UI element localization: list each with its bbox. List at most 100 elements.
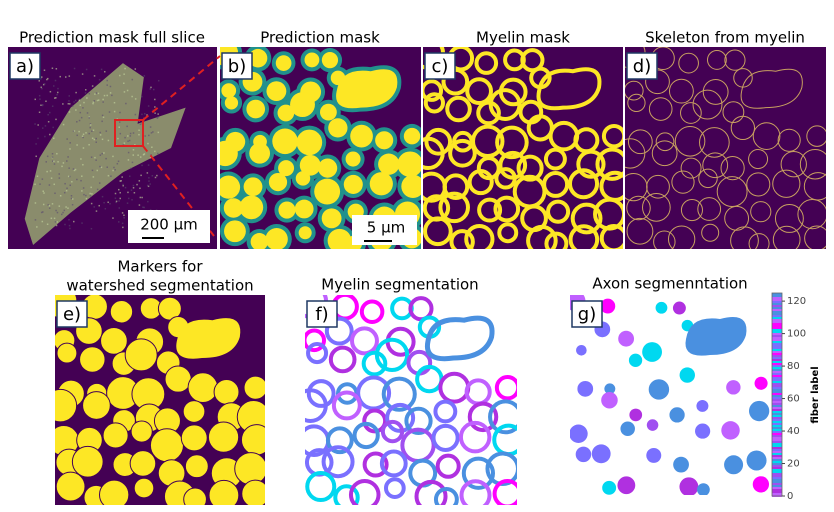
- texture: [118, 188, 120, 191]
- texture: [154, 176, 157, 179]
- texture: [83, 101, 85, 104]
- myelin-segment: [361, 350, 388, 377]
- texture: [68, 218, 70, 221]
- texture: [69, 103, 71, 105]
- colorbar-stripe: [772, 395, 782, 397]
- myelin-ring: [674, 126, 706, 157]
- texture: [109, 85, 112, 88]
- myelin-ring: [542, 170, 570, 198]
- texture: [89, 195, 92, 197]
- axon: [375, 131, 394, 150]
- texture: [76, 178, 78, 181]
- panel-letter: g): [578, 304, 596, 325]
- texture: [38, 80, 41, 82]
- myelin-ring: [740, 68, 803, 109]
- texture: [157, 79, 160, 82]
- colorbar-stripe: [772, 423, 782, 425]
- texture: [93, 100, 96, 102]
- texture: [95, 92, 98, 94]
- colorbar-stripe: [772, 401, 782, 403]
- colorbar-stripe: [772, 345, 782, 347]
- texture: [157, 113, 159, 115]
- panel-letter: e): [63, 304, 81, 325]
- texture: [99, 134, 102, 136]
- texture: [119, 197, 121, 200]
- texture: [69, 142, 71, 144]
- myelin-ring: [543, 147, 567, 171]
- texture: [134, 113, 137, 116]
- axon: [350, 124, 373, 148]
- colorbar-stripe: [772, 449, 782, 451]
- texture: [103, 201, 105, 204]
- texture: [156, 174, 158, 177]
- colorbar-stripe: [772, 341, 782, 343]
- myelin-ring: [707, 49, 727, 70]
- marker: [130, 420, 153, 443]
- texture: [67, 207, 69, 209]
- axon: [321, 52, 339, 69]
- colorbar-stripe: [772, 371, 782, 373]
- texture: [78, 99, 81, 102]
- texture: [63, 209, 66, 212]
- marker: [55, 471, 86, 502]
- texture: [35, 155, 37, 158]
- texture: [40, 211, 43, 214]
- axon-segment: [685, 317, 747, 356]
- texture: [95, 159, 97, 161]
- texture: [113, 101, 116, 104]
- marker: [55, 388, 78, 423]
- texture: [131, 199, 133, 201]
- texture: [51, 105, 54, 107]
- letter-box: [626, 52, 658, 80]
- axon-segment: [673, 456, 689, 473]
- myelin-ring: [465, 77, 493, 106]
- colorbar-stripe: [772, 391, 782, 393]
- colorbar-tick-label: 100: [787, 329, 806, 340]
- myelin-ring: [423, 92, 445, 114]
- texture: [62, 211, 64, 214]
- texture: [102, 98, 104, 101]
- colorbar-stripe: [772, 399, 782, 401]
- texture: [122, 183, 124, 186]
- colorbar-stripe: [772, 331, 782, 333]
- texture: [85, 132, 87, 134]
- texture: [48, 205, 51, 207]
- axon-segment: [646, 447, 662, 463]
- myelin-ring: [750, 201, 772, 223]
- axon-segment: [754, 376, 768, 390]
- texture: [65, 189, 68, 192]
- texture: [62, 103, 64, 105]
- myelin-ring: [476, 100, 501, 126]
- myelin-ring: [780, 151, 807, 178]
- texture: [114, 169, 116, 171]
- marker: [240, 424, 265, 456]
- texture: [149, 183, 151, 185]
- colorbar-stripe: [772, 419, 782, 421]
- colorbar-stripe: [772, 417, 782, 419]
- texture: [147, 185, 150, 188]
- texture: [140, 95, 143, 98]
- axon-segment: [629, 408, 643, 422]
- myelin-segment: [359, 299, 385, 325]
- colorbar-stripe: [772, 427, 782, 429]
- myelin-ring: [730, 226, 759, 249]
- texture: [138, 204, 141, 206]
- texture: [117, 221, 120, 223]
- texture: [147, 105, 150, 107]
- texture: [118, 207, 121, 209]
- myelin-ring: [772, 225, 801, 249]
- myelin-ring: [570, 202, 603, 235]
- texture: [137, 154, 139, 156]
- colorbar-stripe: [772, 487, 782, 489]
- texture: [43, 83, 46, 85]
- axon-segment: [746, 450, 767, 471]
- myelin-segment: [356, 375, 392, 411]
- texture: [34, 183, 36, 186]
- myelin-ring: [702, 79, 729, 105]
- colorbar-stripe: [772, 325, 782, 327]
- axon: [318, 158, 338, 178]
- texture: [36, 226, 38, 228]
- texture: [41, 87, 43, 90]
- texture: [92, 101, 95, 103]
- colorbar-stripe: [772, 321, 782, 323]
